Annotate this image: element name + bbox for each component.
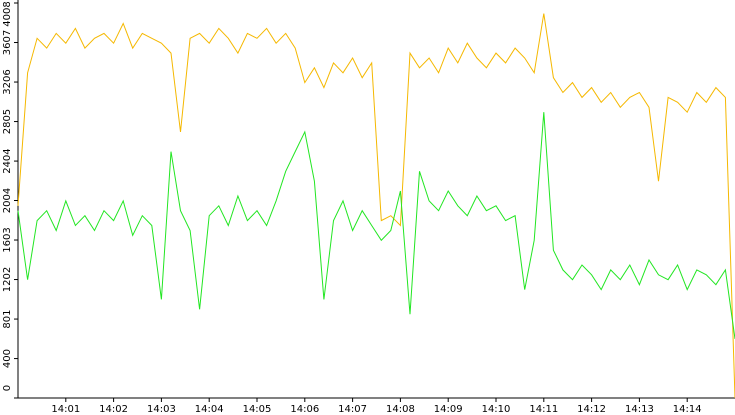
x-tick-label: 14:12 [577, 404, 606, 415]
y-tick-label: 0 [2, 385, 13, 391]
y-tick-label: 2404 [2, 148, 13, 173]
y-tick-label: 801 [2, 310, 13, 329]
y-tick-label: 1603 [2, 227, 13, 252]
x-tick-label: 14:11 [529, 404, 558, 415]
x-tick-label: 14:07 [338, 404, 367, 415]
y-tick-label: 3206 [2, 69, 13, 94]
x-tick-label: 14:01 [51, 404, 80, 415]
series-line [17, 13, 735, 399]
y-tick-label: 2805 [2, 109, 13, 134]
x-tick-label: 14:09 [434, 404, 463, 415]
x-tick-label: 14:04 [195, 404, 224, 415]
x-tick-label: 14:06 [290, 404, 319, 415]
x-tick-label: 14:10 [482, 404, 511, 415]
x-tick-label: 14:08 [386, 404, 415, 415]
y-tick-label: 1202 [2, 267, 13, 292]
x-tick-label: 14:02 [99, 404, 128, 415]
series-line [17, 112, 735, 339]
y-tick-label: 3607 [2, 30, 13, 55]
y-tick-label: 400 [2, 349, 13, 368]
y-tick-label: 4008 [2, 1, 13, 26]
x-tick-label: 14:03 [147, 404, 176, 415]
x-tick-label: 14:05 [243, 404, 272, 415]
y-tick-label: 2004 [2, 188, 13, 213]
x-tick-label: 14:13 [625, 404, 654, 415]
x-tick-label: 14:14 [673, 404, 702, 415]
